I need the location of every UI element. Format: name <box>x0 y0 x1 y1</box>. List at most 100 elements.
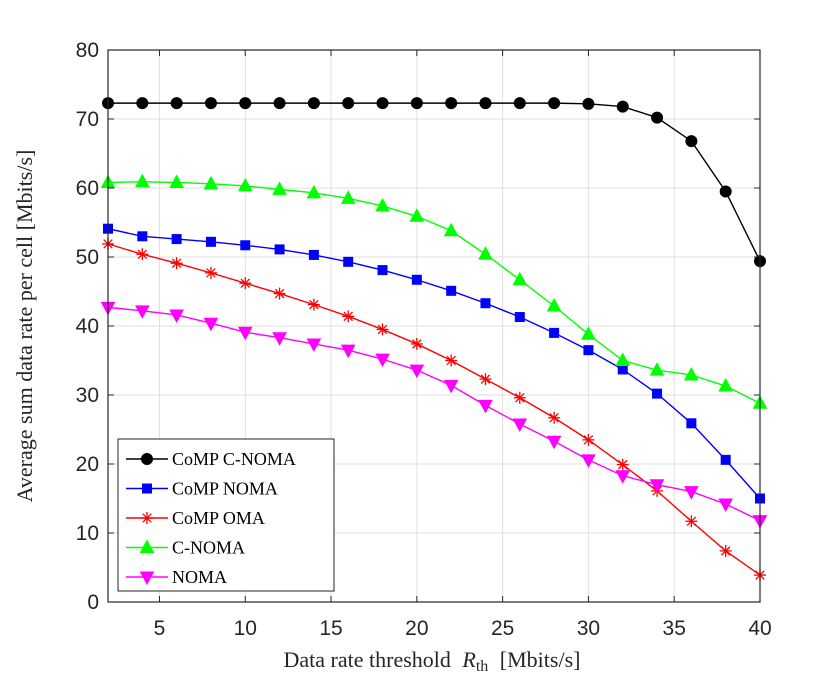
data-point-comp-oma <box>548 411 561 424</box>
data-point-comp-c-noma <box>479 97 492 110</box>
x-tick-label: 25 <box>491 617 514 640</box>
legend-box <box>117 438 335 592</box>
data-point-comp-oma <box>410 337 423 350</box>
data-point-noma <box>512 418 528 433</box>
axes <box>107 49 761 603</box>
data-point-c-noma <box>203 175 219 190</box>
series-line-comp-noma <box>107 228 761 499</box>
data-point-comp-c-noma <box>410 97 423 110</box>
legend-label: CoMP OMA <box>172 508 265 528</box>
x-axis-label-text: Data rate threshold <box>284 647 451 672</box>
data-point-comp-c-noma <box>513 97 526 110</box>
data-point-comp-oma <box>616 458 629 471</box>
data-point-comp-noma <box>583 345 594 356</box>
data-point-comp-oma <box>342 310 355 323</box>
data-point-comp-noma <box>308 249 319 260</box>
data-point-comp-c-noma <box>342 97 355 110</box>
data-point-comp-c-noma <box>548 97 561 110</box>
legend-marker <box>141 453 153 465</box>
x-axis-label: Data rate threshold Rth [Mbits/s] <box>284 647 581 676</box>
y-tick-label: 50 <box>76 246 99 269</box>
x-tick-label: 30 <box>577 617 600 640</box>
data-point-c-noma <box>581 326 596 340</box>
data-point-c-noma <box>718 377 734 392</box>
data-point-c-noma <box>169 174 184 188</box>
data-point-c-noma <box>649 362 665 376</box>
data-point-noma <box>134 305 150 319</box>
data-point-noma <box>546 435 562 450</box>
data-point-comp-noma <box>377 265 388 276</box>
legend-entry-noma: NOMA <box>126 567 227 587</box>
data-point-noma <box>581 454 596 468</box>
legend-entry-c-noma: C-NOMA <box>126 538 245 558</box>
y-tick-label: 80 <box>76 39 99 62</box>
data-point-c-noma <box>615 352 631 366</box>
tick-labels: 5 10 15 20 25 30 35 40 0 10 20 30 40 50 60 70 80 <box>76 39 772 640</box>
data-point-comp-noma <box>480 298 491 309</box>
legend-label: C-NOMA <box>172 538 245 558</box>
data-point-comp-c-noma <box>170 97 183 110</box>
y-tick-label: 0 <box>87 591 99 614</box>
data-point-comp-c-noma <box>582 97 595 110</box>
legend-marker <box>142 483 152 494</box>
data-point-c-noma <box>512 271 528 286</box>
data-point-comp-oma <box>445 354 458 367</box>
data-point-comp-c-noma <box>136 97 149 110</box>
y-tick-label: 70 <box>76 108 99 131</box>
data-point-noma <box>306 338 322 352</box>
x-tick-label: 5 <box>154 617 166 640</box>
y-axis-label: Average sum data rate per cell [Mbits/s] <box>12 150 37 503</box>
data-point-comp-oma <box>273 287 286 300</box>
data-point-c-noma <box>306 184 322 199</box>
data-point-comp-noma <box>274 244 285 255</box>
data-point-comp-c-noma <box>239 97 252 110</box>
data-point-noma <box>718 498 734 513</box>
data-point-comp-noma <box>514 312 525 323</box>
data-point-noma <box>375 353 390 368</box>
series-line-noma <box>107 306 761 522</box>
data-point-c-noma <box>237 177 253 192</box>
x-axis-label-symbol: R <box>461 647 476 672</box>
data-point-comp-oma <box>719 544 732 557</box>
data-point-comp-noma <box>652 388 663 399</box>
series-comp-c-noma <box>102 97 766 268</box>
data-point-noma <box>443 379 459 394</box>
x-tick-label: 15 <box>319 617 342 640</box>
data-point-c-noma <box>684 366 699 381</box>
data-point-comp-c-noma <box>685 135 698 148</box>
series-line-comp-oma <box>107 243 761 576</box>
y-tick-label: 60 <box>76 177 99 200</box>
y-tick-label: 40 <box>76 315 99 338</box>
data-point-c-noma <box>409 208 425 222</box>
data-point-comp-c-noma <box>616 100 629 113</box>
data-point-comp-oma <box>136 248 149 261</box>
data-point-comp-c-noma <box>273 97 286 110</box>
y-tick-label: 30 <box>76 384 99 407</box>
data-point-comp-noma <box>549 327 560 338</box>
data-point-noma <box>615 470 631 484</box>
data-point-comp-c-noma <box>719 185 732 198</box>
data-point-comp-c-noma <box>307 97 320 110</box>
data-point-c-noma <box>340 190 356 204</box>
legend-label: NOMA <box>172 567 227 587</box>
data-point-comp-noma <box>720 454 731 465</box>
data-point-noma <box>237 326 253 341</box>
legend-entry-comp-noma: CoMP NOMA <box>126 479 278 499</box>
series-c-noma <box>100 173 768 409</box>
data-point-comp-noma <box>617 364 628 375</box>
data-point-comp-noma <box>171 234 182 245</box>
data-point-c-noma <box>546 297 562 312</box>
legend-label: CoMP NOMA <box>172 479 278 499</box>
series-layer <box>100 97 768 582</box>
data-point-comp-oma <box>239 277 252 290</box>
data-point-comp-oma <box>170 257 183 270</box>
data-point-comp-oma <box>685 515 698 528</box>
data-point-comp-oma <box>582 433 595 446</box>
data-point-noma <box>203 317 219 332</box>
data-point-noma <box>649 479 665 493</box>
y-tick-label: 10 <box>76 522 99 545</box>
data-point-c-noma <box>272 181 287 195</box>
legend-marker <box>139 571 155 586</box>
data-point-comp-noma <box>240 240 251 251</box>
